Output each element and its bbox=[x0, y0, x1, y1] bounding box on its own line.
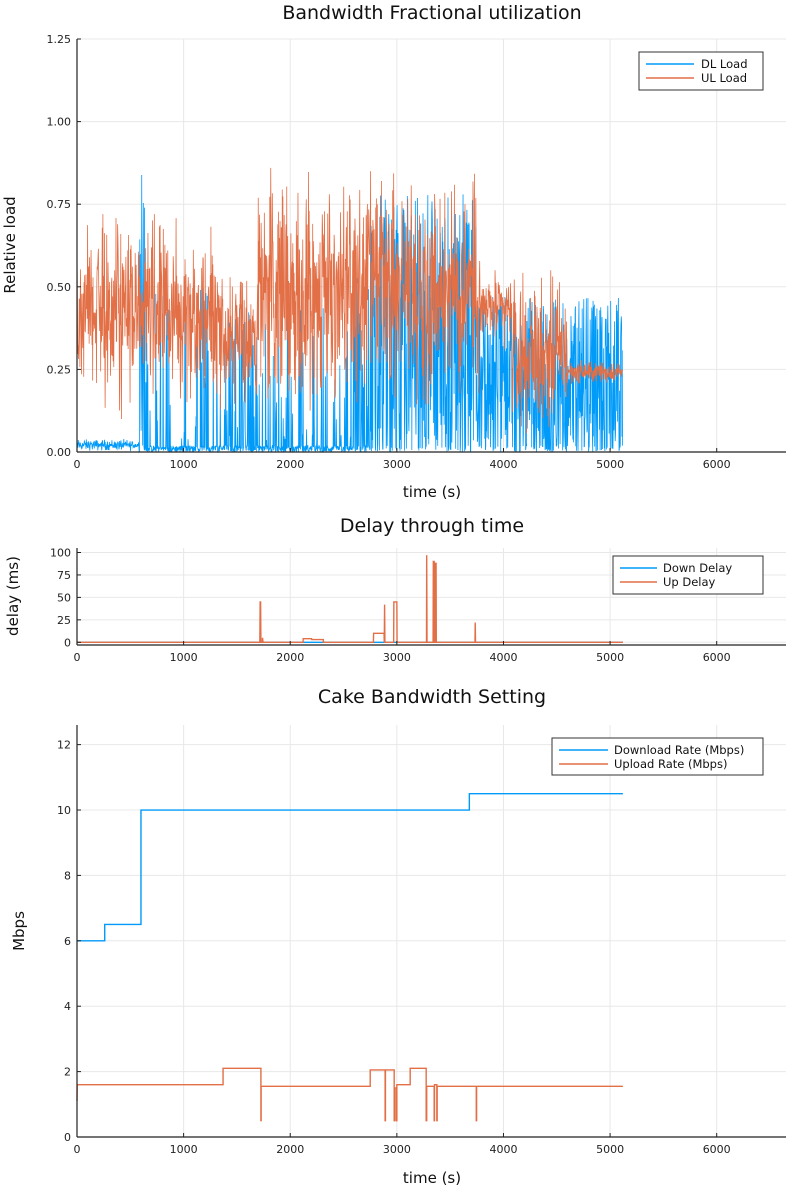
legend: DL Load UL Load bbox=[638, 51, 764, 91]
series-line-dl-load bbox=[76, 174, 623, 454]
plot-delay: Delay through time 0 1000 2000 3000 4000 5000… bbox=[4, 515, 786, 664]
y-tick-label: 0.25 bbox=[47, 363, 72, 376]
x-tick-label: 4000 bbox=[489, 651, 517, 664]
y-tick-label: 0.75 bbox=[47, 198, 72, 211]
legend-label-download: Download Rate (Mbps) bbox=[614, 743, 744, 757]
plot-bandwidth-utilization: Bandwidth Fractional utilization 0 1000 20… bbox=[1, 2, 786, 501]
x-tick-label: 0 bbox=[74, 1143, 81, 1156]
legend-label-down: Down Delay bbox=[663, 561, 732, 575]
x-tick-label: 4000 bbox=[489, 458, 517, 471]
x-tick-label: 6000 bbox=[703, 651, 731, 664]
legend-label-ul: UL Load bbox=[701, 71, 747, 85]
x-axis-label: time (s) bbox=[403, 483, 461, 501]
y-tick-label: 2 bbox=[64, 1066, 71, 1079]
x-tick-label: 6000 bbox=[703, 1143, 731, 1156]
x-tick-label: 5000 bbox=[596, 1143, 624, 1156]
y-axis-label: delay (ms) bbox=[4, 556, 22, 636]
legend-label-dl: DL Load bbox=[701, 57, 748, 71]
legend: Download Rate (Mbps) Upload Rate (Mbps) bbox=[551, 737, 764, 776]
y-axis-label: Relative load bbox=[1, 196, 19, 293]
x-tick-label: 1000 bbox=[170, 651, 198, 664]
x-tick-label: 0 bbox=[74, 458, 81, 471]
y-tick-label: 25 bbox=[57, 614, 71, 627]
x-tick-label: 3000 bbox=[383, 651, 411, 664]
series-line-upload-rate-mbps bbox=[76, 1067, 623, 1122]
x-tick-label: 0 bbox=[74, 651, 81, 664]
y-tick-label: 100 bbox=[50, 546, 71, 559]
y-tick-label: 8 bbox=[64, 869, 71, 882]
x-tick-label: 5000 bbox=[596, 651, 624, 664]
chart-title: Delay through time bbox=[340, 515, 524, 537]
series-line-download-rate-mbps bbox=[77, 792, 623, 942]
legend-label-upload: Upload Rate (Mbps) bbox=[614, 757, 727, 771]
x-axis-label: time (s) bbox=[403, 1169, 461, 1187]
x-tick-label: 6000 bbox=[703, 458, 731, 471]
y-axis-label: Mbps bbox=[10, 911, 28, 951]
y-tick-label: 1.00 bbox=[47, 116, 72, 129]
y-tick-label: 10 bbox=[57, 804, 71, 817]
x-tick-label: 1000 bbox=[170, 458, 198, 471]
legend-label-up: Up Delay bbox=[663, 575, 716, 589]
y-tick-label: 75 bbox=[57, 569, 71, 582]
chart-title: Cake Bandwidth Setting bbox=[318, 686, 546, 708]
x-tick-label: 3000 bbox=[383, 1143, 411, 1156]
x-tick-label: 2000 bbox=[276, 458, 304, 471]
y-tick-label: 0 bbox=[64, 636, 71, 649]
y-tick-label: 1.25 bbox=[47, 33, 72, 46]
y-tick-label: 12 bbox=[57, 739, 71, 752]
plot-cake-bandwidth: Cake Bandwidth Setting 0 1000 2000 3000 4000… bbox=[10, 686, 786, 1187]
y-tick-label: 0.00 bbox=[47, 446, 72, 459]
y-tick-label: 50 bbox=[57, 591, 71, 604]
legend: Down Delay Up Delay bbox=[612, 555, 764, 595]
x-tick-label: 4000 bbox=[489, 1143, 517, 1156]
x-tick-label: 2000 bbox=[276, 1143, 304, 1156]
y-tick-label: 0.50 bbox=[47, 281, 72, 294]
x-tick-label: 5000 bbox=[596, 458, 624, 471]
series-line-up-delay bbox=[77, 555, 623, 644]
x-tick-label: 3000 bbox=[383, 458, 411, 471]
x-tick-label: 1000 bbox=[170, 1143, 198, 1156]
y-tick-label: 4 bbox=[64, 1000, 71, 1013]
y-tick-label: 6 bbox=[64, 935, 71, 948]
y-tick-label: 0 bbox=[64, 1131, 71, 1144]
x-tick-label: 2000 bbox=[276, 651, 304, 664]
chart-title: Bandwidth Fractional utilization bbox=[282, 2, 581, 24]
series-line-ul-load bbox=[76, 167, 623, 433]
